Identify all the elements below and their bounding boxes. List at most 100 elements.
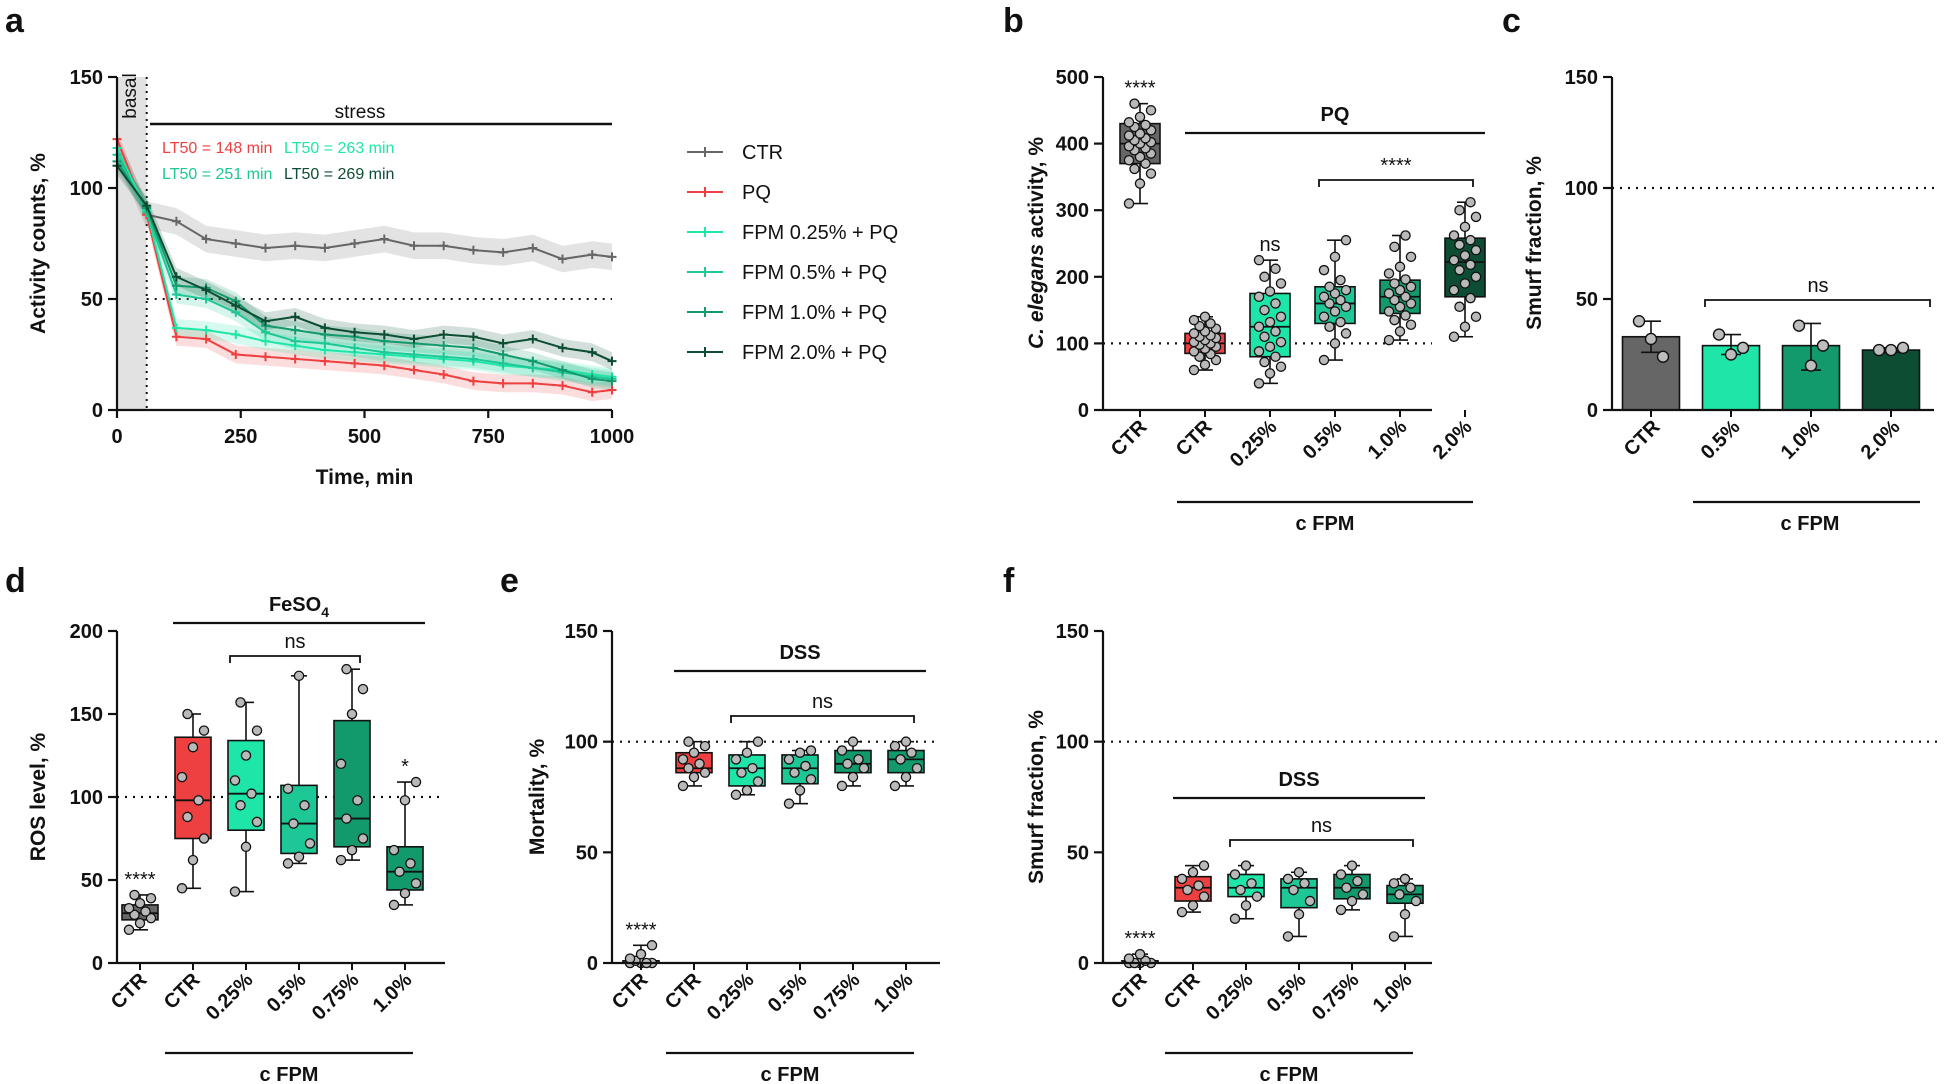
data-point xyxy=(409,365,419,375)
data-point xyxy=(1329,288,1341,299)
y-axis-title: ROS level, % xyxy=(27,732,50,861)
treatment-label-text: FeSO xyxy=(269,594,321,616)
data-point xyxy=(1198,891,1210,902)
y-axis-title: Smurf fraction, % xyxy=(1523,156,1546,330)
y-tick-label: 150 xyxy=(70,67,103,89)
y-tick-label: 0 xyxy=(92,400,103,422)
data-point xyxy=(1394,284,1406,296)
x-tick-label: 0.5% xyxy=(764,969,812,1017)
data-point xyxy=(261,316,270,326)
data-point xyxy=(1454,239,1465,251)
data-point xyxy=(394,866,405,877)
data-point xyxy=(789,767,800,778)
y-tick-label: 0 xyxy=(1587,400,1598,422)
data-point xyxy=(1253,378,1265,389)
data-point xyxy=(320,243,330,253)
data-point xyxy=(1400,274,1411,285)
data-point xyxy=(528,334,538,344)
data-point xyxy=(409,241,419,251)
comparison-bracket xyxy=(1704,299,1931,307)
bracket-label: ns xyxy=(812,691,833,713)
y-axis-title-italic: C. elegans xyxy=(1025,244,1048,349)
panel-a-line-chart: 0 50 100 150 0 250 500 750 1000 Time, min Activity… xyxy=(27,67,898,489)
data-point xyxy=(288,818,299,829)
data-point xyxy=(1335,316,1346,328)
y-tick-label: 150 xyxy=(1056,621,1089,643)
data-point xyxy=(677,780,689,792)
y-tick-label: 150 xyxy=(565,621,598,643)
data-point xyxy=(677,754,689,765)
stress-label: stress xyxy=(335,102,386,123)
data-point xyxy=(1324,298,1335,309)
data-point xyxy=(836,745,848,756)
x-tick-label: 1.0% xyxy=(1777,416,1825,464)
data-point xyxy=(607,356,617,366)
lt50-annotation: LT50 = 148 min xyxy=(162,140,272,157)
treatment-label: PQ xyxy=(1321,104,1350,126)
data-point xyxy=(182,811,193,823)
x-tick-label: 500 xyxy=(348,426,381,448)
y-tick-label: 200 xyxy=(1056,267,1089,289)
significance-label: **** xyxy=(1124,928,1155,950)
data-point xyxy=(1187,900,1199,911)
data-point xyxy=(1383,306,1395,317)
data-point xyxy=(145,912,157,924)
data-point xyxy=(528,378,538,388)
y-axis-title: Mortality, % xyxy=(526,739,549,856)
data-point xyxy=(794,785,806,796)
data-point xyxy=(1145,168,1157,179)
data-point xyxy=(176,883,188,894)
data-point xyxy=(1259,331,1270,342)
data-point xyxy=(1454,301,1465,313)
data-point xyxy=(468,376,478,386)
data-point xyxy=(498,358,508,368)
x-tick-label: 750 xyxy=(472,426,505,448)
y-tick-label: 0 xyxy=(1078,953,1089,975)
y-tick-label: 150 xyxy=(1565,67,1598,89)
data-point xyxy=(1229,869,1241,880)
data-point xyxy=(1134,178,1146,189)
data-point xyxy=(1394,301,1406,313)
data-point xyxy=(171,323,181,333)
data-point xyxy=(171,290,181,300)
x-tick-label: CTR xyxy=(1107,416,1152,461)
comparison-bracket xyxy=(730,715,915,723)
data-point xyxy=(320,356,330,366)
data-point xyxy=(895,754,906,765)
data-point xyxy=(1335,869,1347,880)
data-point xyxy=(1465,292,1476,304)
data-point xyxy=(1264,286,1276,297)
x-axis-title: Time, min xyxy=(316,466,414,489)
data-point xyxy=(187,741,199,753)
data-point xyxy=(1470,211,1482,223)
data-point xyxy=(528,243,538,253)
data-point xyxy=(350,343,360,353)
data-point xyxy=(1400,230,1411,241)
data-point xyxy=(683,762,694,774)
data-point xyxy=(198,833,210,844)
bracket-label: **** xyxy=(1380,155,1411,177)
data-point xyxy=(129,909,140,921)
treatment-label: DSS xyxy=(1278,769,1319,791)
x-tick-label: 1.0% xyxy=(1369,969,1417,1017)
data-point xyxy=(1459,321,1471,332)
bar xyxy=(1861,349,1921,411)
data-point xyxy=(747,762,758,774)
data-point xyxy=(410,776,422,788)
panel-label-c: c xyxy=(1502,2,1521,40)
data-point xyxy=(409,334,419,344)
data-point xyxy=(379,347,389,357)
y-tick-label: 100 xyxy=(565,732,598,754)
data-point xyxy=(1346,860,1358,871)
y-tick-label: 0 xyxy=(587,953,598,975)
data-point xyxy=(1198,860,1210,871)
x-tick-label: 0.75% xyxy=(809,969,865,1025)
data-point xyxy=(635,948,647,960)
panel-label-a: a xyxy=(5,2,25,40)
legend-marker xyxy=(700,307,710,317)
data-point xyxy=(587,374,597,384)
data-point xyxy=(1134,151,1146,163)
data-point xyxy=(282,858,294,869)
data-point xyxy=(123,902,135,914)
data-point xyxy=(1123,117,1135,128)
